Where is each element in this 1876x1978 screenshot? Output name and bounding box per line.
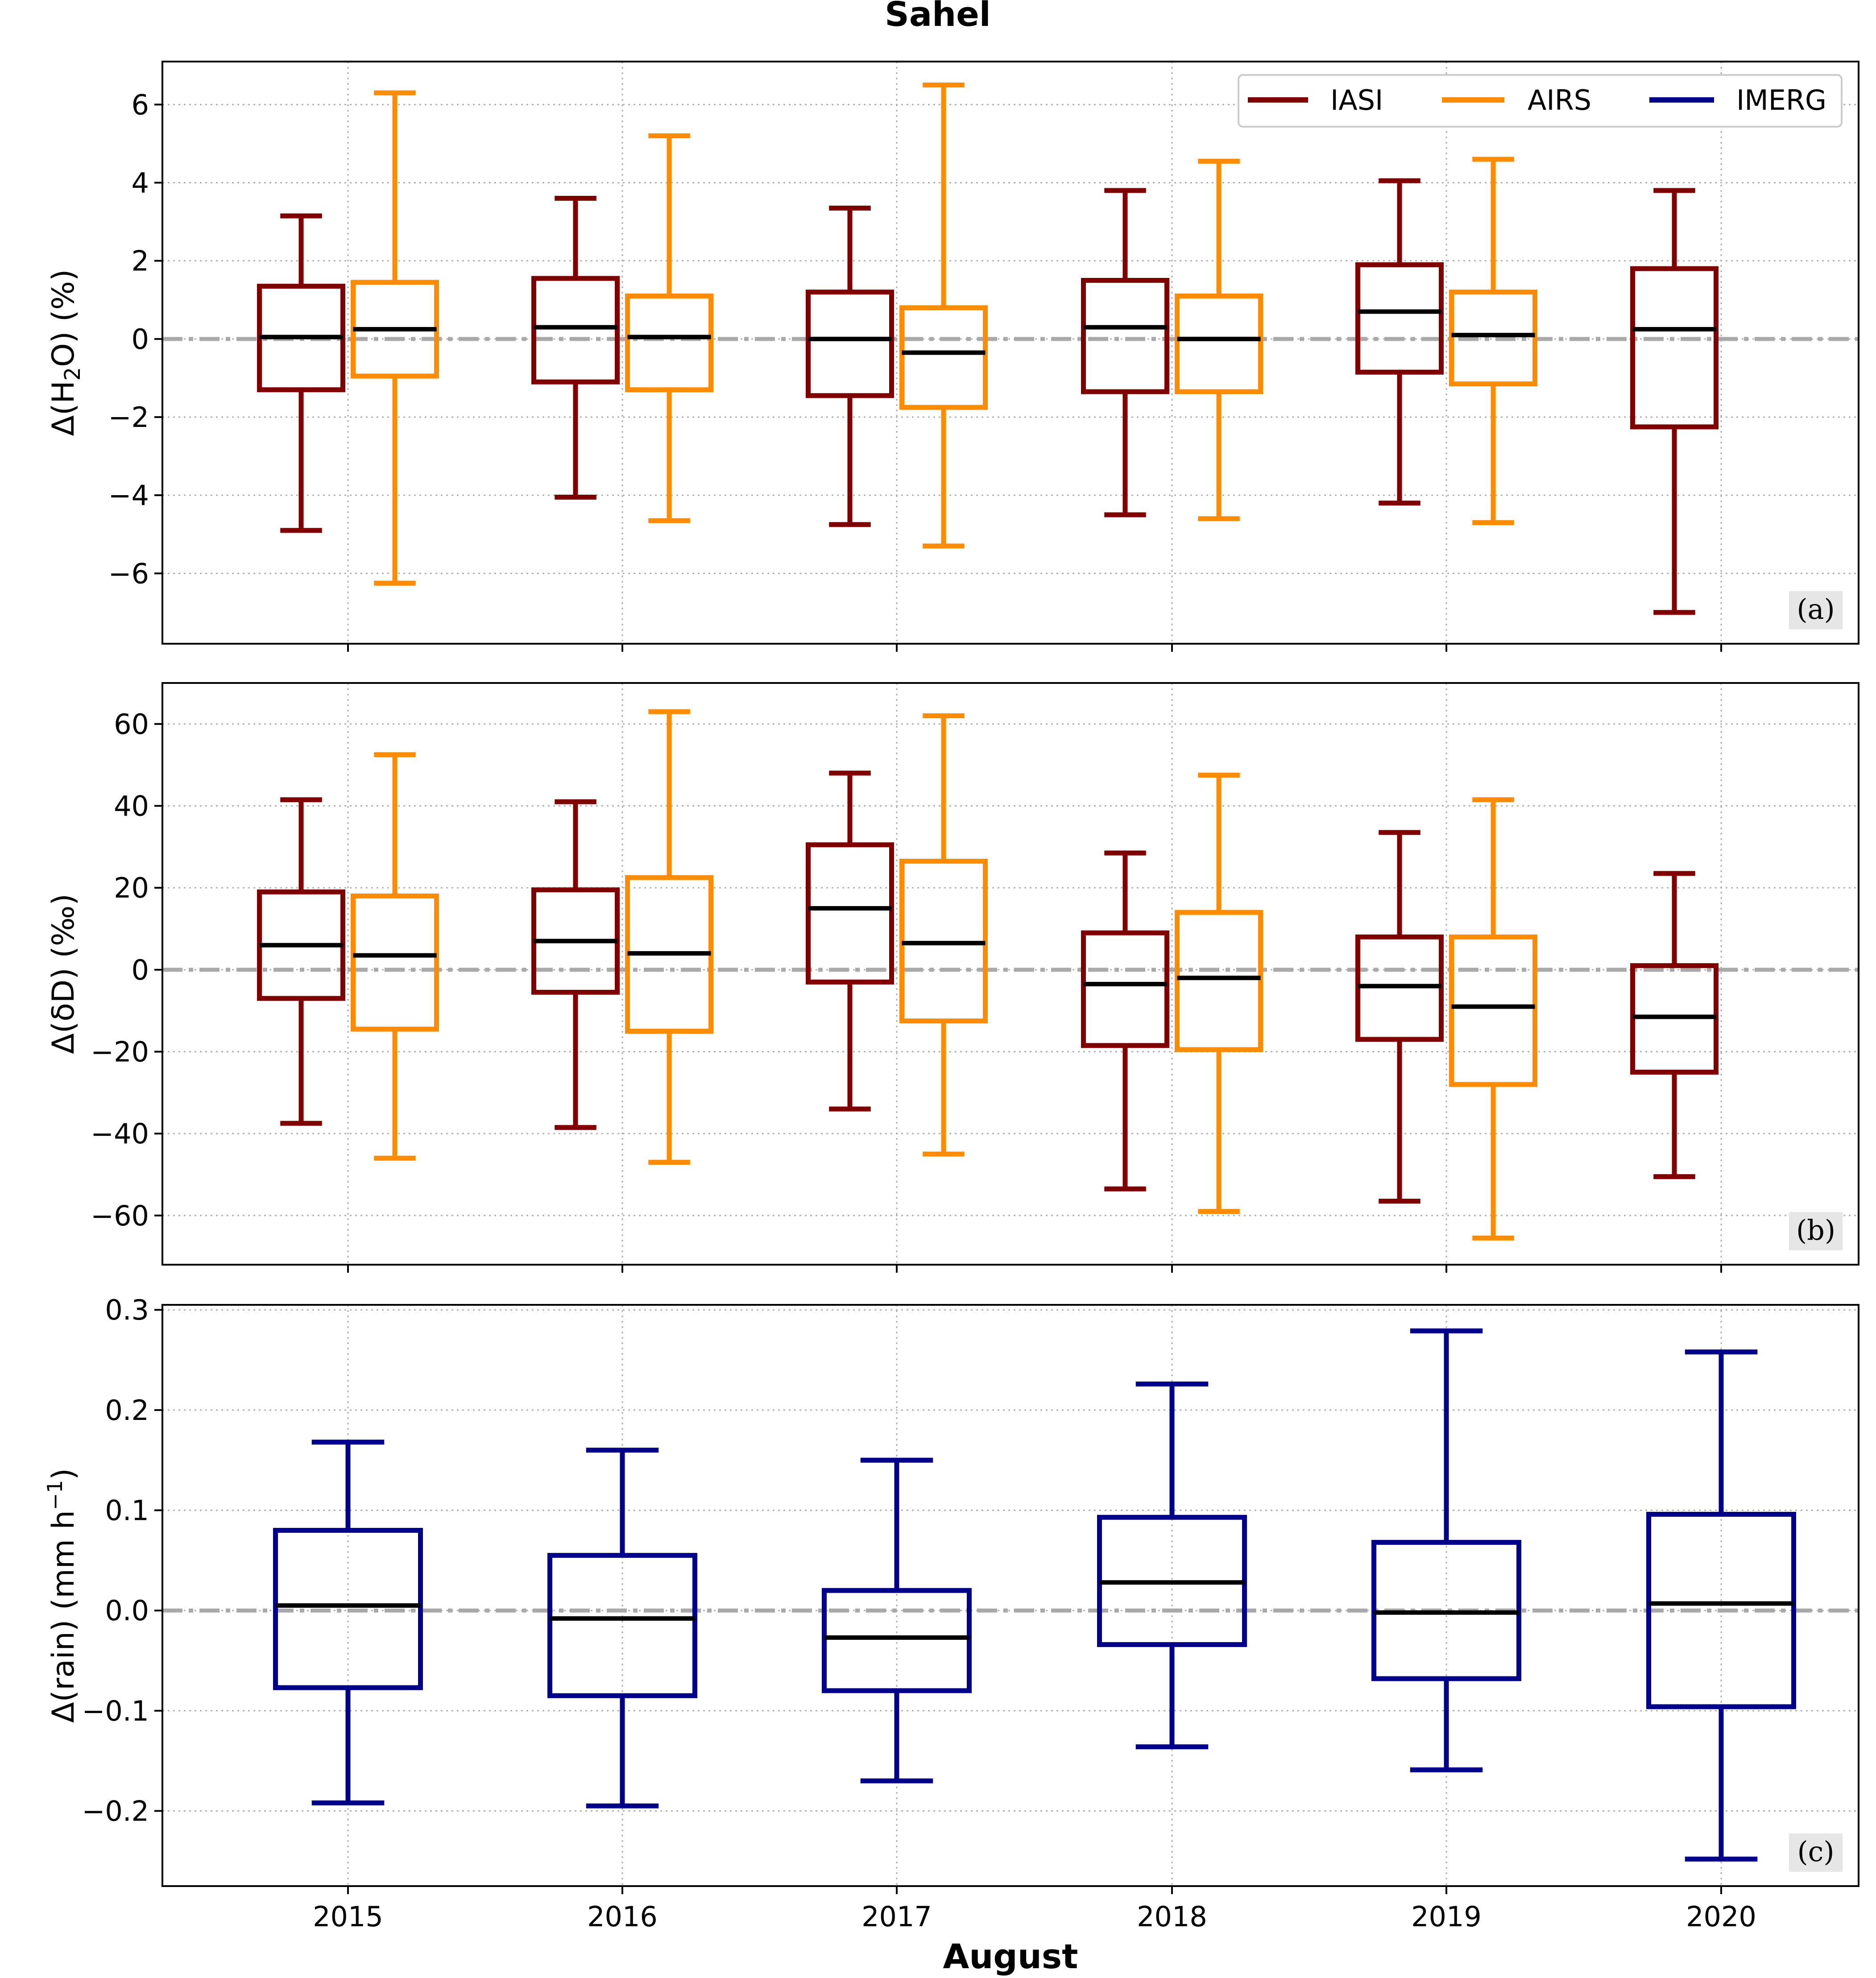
- panel-label-badge: [1789, 591, 1843, 629]
- iqr-box: [806, 290, 894, 398]
- iqr-box: [822, 1588, 972, 1693]
- iqr-box: [1449, 290, 1537, 387]
- figure-title: Sahel: [885, 0, 991, 34]
- box-imerg-2020: [1646, 1349, 1796, 1862]
- legend-label-iasi: IASI: [1330, 84, 1383, 116]
- box-iasi-2019: [1355, 830, 1444, 1204]
- box-imerg-2015: [273, 1440, 423, 1806]
- y-tick-label: −20: [91, 1035, 149, 1068]
- iqr-box: [1081, 930, 1169, 1048]
- y-tick-label: 0.1: [105, 1494, 149, 1527]
- y-tick-label: −60: [91, 1200, 149, 1232]
- iqr-box: [1175, 294, 1263, 394]
- box-iasi-2018: [1081, 188, 1169, 517]
- panel-label: (c): [1797, 1835, 1834, 1868]
- axes-frame: [162, 1304, 1859, 1887]
- box-airs-2018: [1175, 158, 1263, 521]
- box-iasi-2016: [531, 196, 620, 500]
- box-airs-2019: [1449, 797, 1537, 1241]
- iqr-box: [1175, 910, 1263, 1052]
- legend-label-airs: AIRS: [1528, 84, 1591, 116]
- box-airs-2016: [625, 709, 713, 1165]
- iqr-box: [899, 305, 988, 410]
- panel-c-rain: −0.2 −0.1 0.0 0.1 0.2 0.3 2015 2016 2017 2018 2019…: [43, 1294, 1859, 1933]
- box-airs-2017: [899, 83, 988, 549]
- y-tick-label: −0.1: [82, 1695, 149, 1727]
- x-tick-label: 2020: [1686, 1900, 1756, 1933]
- panel-a-h2o: −6 −4 −2 0 2 4 6 Δ(H2O) (%) (a): [46, 61, 1859, 652]
- box-airs-2018: [1175, 773, 1263, 1214]
- y-tick-label: 0.3: [105, 1294, 149, 1326]
- panel-label-badge: [1789, 1833, 1843, 1872]
- y-tick-label: 60: [114, 708, 149, 741]
- box-imerg-2019: [1371, 1328, 1521, 1772]
- box-airs-2019: [1449, 157, 1537, 525]
- y-axis-label: Δ(H2O) (%): [46, 269, 85, 436]
- x-tick-label: 2019: [1411, 1900, 1482, 1933]
- axes-frame: [162, 61, 1859, 645]
- box-iasi-2017: [806, 770, 894, 1112]
- y-axis-label: Δ(δD) (‰): [46, 894, 81, 1054]
- legend-label-imerg: IMERG: [1736, 84, 1826, 116]
- box-iasi-2017: [806, 205, 894, 527]
- y-tick-label: 0.0: [105, 1594, 149, 1627]
- iqr-box: [1646, 1512, 1796, 1709]
- panel-b-deltaD: −60 −40 −20 0 20 40 60 Δ(δD) (‰) (b): [46, 682, 1859, 1273]
- box-iasi-2020: [1630, 871, 1719, 1179]
- x-axis-label: August: [943, 1937, 1078, 1976]
- box-iasi-2019: [1355, 178, 1444, 506]
- x-tick-label: 2015: [313, 1900, 383, 1933]
- iqr-box: [351, 894, 439, 1032]
- y-tick-label: 6: [132, 88, 149, 121]
- x-tick-label: 2017: [861, 1900, 932, 1933]
- legend: IASI AIRS IMERG: [1238, 74, 1843, 128]
- iqr-box: [625, 294, 713, 393]
- y-axis-label: Δ(rain) (mm h−1): [43, 1468, 81, 1723]
- iqr-box: [806, 842, 894, 985]
- iqr-box: [531, 276, 620, 385]
- y-tick-label: 0.2: [105, 1394, 149, 1427]
- box-iasi-2015: [257, 797, 345, 1126]
- y-tick-label: 0: [132, 323, 149, 356]
- box-imerg-2017: [822, 1457, 972, 1784]
- panel-label: (b): [1796, 1214, 1835, 1246]
- box-iasi-2018: [1081, 850, 1169, 1192]
- iqr-box: [1630, 266, 1719, 430]
- iqr-box: [273, 1527, 423, 1690]
- box-airs-2016: [625, 133, 713, 523]
- y-tick-label: −2: [108, 401, 149, 434]
- box-airs-2015: [351, 90, 439, 586]
- y-tick-label: 2: [132, 245, 149, 277]
- box-iasi-2016: [531, 799, 620, 1130]
- y-tick-label: 0: [132, 954, 149, 986]
- box-iasi-2020: [1630, 188, 1719, 615]
- box-imerg-2018: [1097, 1381, 1247, 1750]
- panel-label-badge: [1789, 1212, 1843, 1250]
- iqr-box: [1449, 934, 1537, 1087]
- box-imerg-2016: [547, 1448, 697, 1808]
- panel-label: (a): [1797, 593, 1835, 625]
- iqr-box: [1355, 262, 1444, 375]
- iqr-box: [1081, 277, 1169, 394]
- y-tick-label: −0.2: [82, 1795, 149, 1828]
- y-tick-label: 20: [114, 872, 149, 904]
- iqr-box: [547, 1553, 697, 1698]
- y-tick-label: −6: [108, 557, 149, 590]
- x-tick-label: 2016: [587, 1900, 658, 1933]
- axes-frame: [162, 682, 1859, 1266]
- box-airs-2017: [899, 713, 988, 1157]
- y-tick-label: 4: [132, 167, 149, 199]
- y-tick-label: −4: [108, 479, 149, 512]
- x-tick-label: 2018: [1137, 1900, 1207, 1933]
- legend-frame: [1238, 74, 1843, 128]
- box-iasi-2015: [257, 213, 345, 533]
- box-airs-2015: [351, 752, 439, 1161]
- y-tick-label: −40: [91, 1117, 149, 1150]
- y-tick-label: 40: [114, 790, 149, 822]
